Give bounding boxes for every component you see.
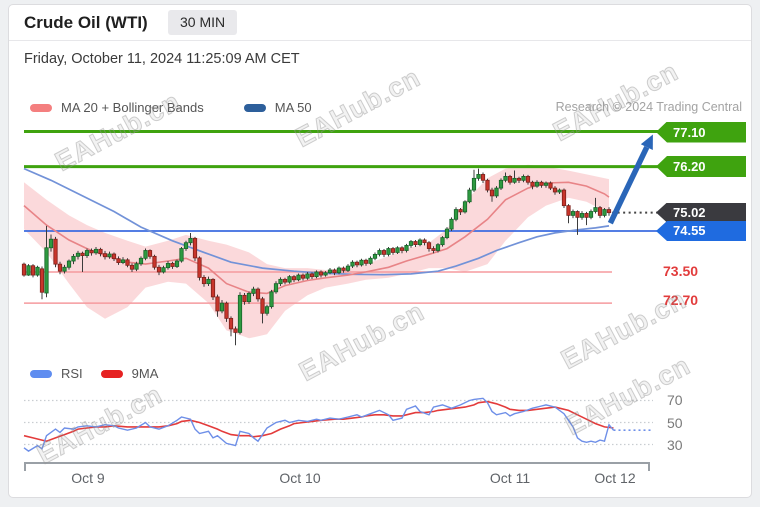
x-label-oct11: Oct 11 xyxy=(489,470,531,486)
chart-datetime: Friday, October 11, 2024 11:25:09 AM CET xyxy=(24,51,300,67)
support-tag-74-55: 74.55 xyxy=(656,221,746,241)
rsi-tick-30: 30 xyxy=(667,436,683,453)
x-label-oct9: Oct 9 xyxy=(71,470,105,486)
resistance-tag-76-20: 76.20 xyxy=(656,156,746,177)
support-level-73-50: 73.50 xyxy=(663,263,699,279)
rsi-swatch-icon xyxy=(30,369,52,378)
last-price-tag: 75.02 xyxy=(656,202,746,223)
rsi-legend: RSI 9MA xyxy=(30,366,158,381)
attribution-text: Research © 2024 Trading Central xyxy=(555,100,742,114)
page-title: Crude Oil (WTI) xyxy=(24,13,148,32)
rsi-9ma-swatch-icon xyxy=(100,369,123,378)
resistance-tag-77-10: 77.10 xyxy=(656,121,746,143)
rsi-tick-70: 70 xyxy=(667,392,683,408)
bullish-arrow-head xyxy=(640,134,653,150)
ma20-bollinger-swatch-icon xyxy=(30,103,52,112)
ma50-swatch-icon xyxy=(243,103,266,112)
main-legend: MA 20 + Bollinger Bands MA 50 xyxy=(30,100,312,115)
ma50-line xyxy=(23,167,610,276)
ma20-bollinger-label: MA 20 + Bollinger Bands xyxy=(61,100,204,115)
ma50-label: MA 50 xyxy=(274,100,312,115)
x-label-oct10: Oct 10 xyxy=(279,470,321,486)
rsi-line xyxy=(23,397,615,452)
timeframe-badge: 30 MIN xyxy=(168,10,238,35)
rsi-label: RSI xyxy=(61,366,83,381)
rsi-tick-50: 50 xyxy=(667,414,683,431)
bollinger-band-area xyxy=(24,164,609,339)
support-level-72-70: 72.70 xyxy=(663,292,699,308)
rsi-9ma-label: 9MA xyxy=(131,366,159,381)
bullish-arrow xyxy=(607,145,650,225)
x-axis xyxy=(24,462,650,471)
header-divider xyxy=(9,40,751,41)
rsi-9ma-line xyxy=(23,400,614,443)
x-label-oct12: Oct 12 xyxy=(594,470,636,486)
candles xyxy=(21,168,612,346)
